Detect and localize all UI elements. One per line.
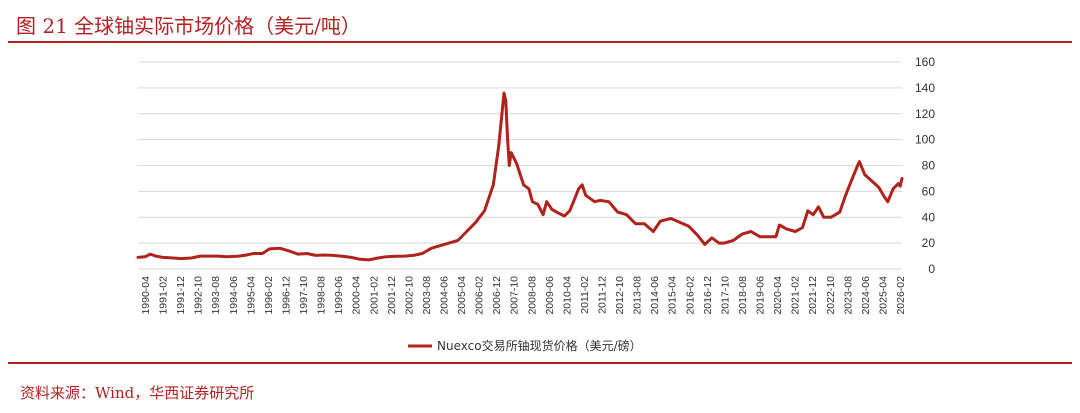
grid-lines — [138, 61, 902, 270]
x-tick-label: 1997-10 — [298, 276, 310, 315]
y-tick-label: 140 — [915, 81, 935, 95]
y-tick-label: 80 — [922, 159, 936, 173]
figure-title: 图 21 全球铀实际市场价格（美元/吨） — [16, 14, 361, 38]
x-tick-label: 2018-08 — [737, 276, 749, 315]
x-tick-label: 2008-08 — [526, 276, 538, 315]
x-tick-label: 1995-04 — [245, 276, 257, 315]
x-tick-label: 2016-02 — [684, 276, 696, 315]
y-tick-label: 40 — [922, 210, 936, 224]
x-tick-label: 2024-06 — [860, 276, 872, 315]
x-tick-label: 2014-06 — [649, 276, 661, 315]
x-axis-ticks: 1990-04 1991-02 1991-12 1992-10 1993-08 1994-… — [140, 276, 907, 315]
x-tick-label: 2021-02 — [790, 276, 802, 315]
x-tick-label: 2006-12 — [491, 276, 503, 315]
x-tick-label: 2005-04 — [456, 276, 468, 315]
x-tick-label: 2015-04 — [667, 276, 679, 315]
x-tick-label: 1990-04 — [140, 276, 152, 315]
x-tick-label: 2006-02 — [474, 276, 486, 315]
x-tick-label: 2002-10 — [403, 276, 415, 315]
legend: Nuexco交易所铀现货价格（美元/磅） — [408, 338, 642, 353]
y-tick-label: 160 — [915, 55, 935, 69]
x-tick-label: 2020-04 — [772, 276, 784, 315]
y-tick-label: 0 — [928, 262, 935, 276]
x-tick-label: 2004-06 — [438, 276, 450, 315]
x-tick-label: 2013-08 — [632, 276, 644, 315]
x-tick-label: 2016-12 — [702, 276, 714, 315]
x-tick-label: 1996-02 — [263, 276, 275, 315]
x-tick-label: 2026-02 — [895, 276, 907, 315]
x-tick-label: 2009-06 — [544, 276, 556, 315]
x-tick-label: 2001-02 — [368, 276, 380, 315]
x-tick-label: 2001-12 — [386, 276, 398, 315]
y-tick-label: 60 — [922, 184, 936, 198]
x-tick-label: 2011-02 — [579, 276, 591, 314]
x-tick-label: 2011-12 — [597, 276, 609, 314]
x-tick-label: 1993-08 — [210, 276, 222, 315]
x-tick-label: 2017-10 — [719, 276, 731, 315]
x-tick-label: 2007-10 — [509, 276, 521, 315]
x-tick-label: 2021-12 — [807, 276, 819, 315]
x-tick-label: 2023-08 — [842, 276, 854, 315]
x-tick-label: 1999-06 — [333, 276, 345, 315]
source-note: 资料来源：Wind，华西证券研究所 — [20, 384, 255, 402]
y-tick-label: 20 — [922, 236, 936, 250]
top-rule — [8, 41, 1072, 43]
x-tick-label: 2003-08 — [421, 276, 433, 315]
y-tick-label: 120 — [915, 107, 935, 121]
x-tick-label: 1991-02 — [158, 276, 170, 315]
series-line — [136, 91, 904, 262]
legend-label: Nuexco交易所铀现货价格（美元/磅） — [437, 338, 642, 353]
x-tick-label: 2019-06 — [755, 276, 767, 315]
x-tick-label: 2000-04 — [351, 276, 363, 315]
x-tick-label: 1991-12 — [175, 276, 187, 315]
x-tick-label: 2012-10 — [614, 276, 626, 315]
y-axis-ticks: 0 20 40 60 80 100 120 140 160 — [915, 55, 935, 276]
x-tick-label: 1992-10 — [193, 276, 205, 315]
x-tick-label: 1994-06 — [228, 276, 240, 315]
x-tick-label: 2010-04 — [561, 276, 573, 315]
y-tick-label: 100 — [915, 133, 935, 147]
x-tick-label: 2025-04 — [877, 276, 889, 315]
x-tick-label: 1996-12 — [280, 276, 292, 315]
x-tick-label: 1998-08 — [316, 276, 328, 315]
series-layer — [136, 91, 904, 262]
bottom-rule — [8, 362, 1072, 364]
x-tick-label: 2022-10 — [825, 276, 837, 315]
